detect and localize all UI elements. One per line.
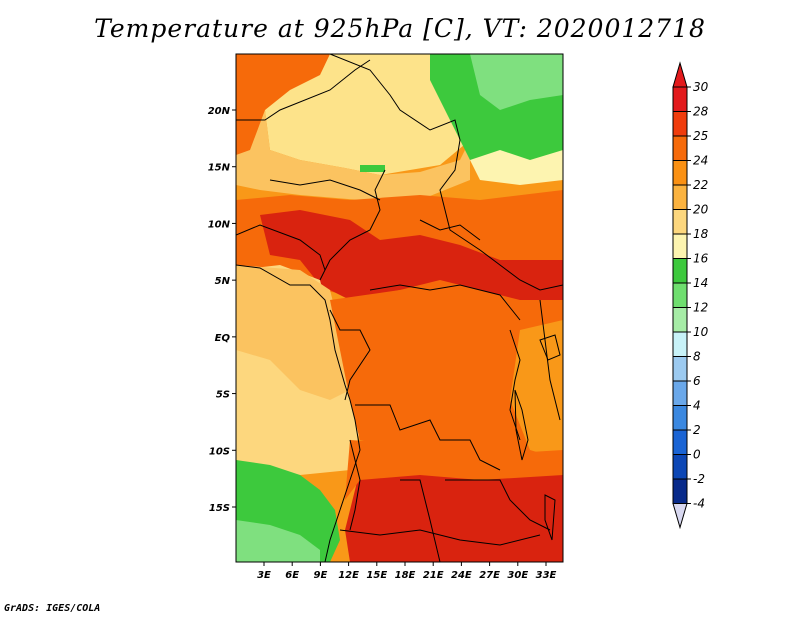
footer-credit: GrADS: IGES/COLA	[4, 603, 101, 614]
colorbar-label: 20	[693, 203, 709, 217]
colorbar-swatch	[672, 184, 688, 210]
colorbar-swatch	[672, 478, 688, 504]
colorbar-label: 4	[693, 399, 701, 413]
hottest-central-band	[260, 210, 563, 305]
lon-label: 33E	[536, 570, 557, 581]
lat-label: 5N	[215, 276, 231, 287]
colorbar-swatch	[672, 209, 688, 235]
colorbar-label: 10	[693, 325, 709, 339]
congo-orange	[330, 285, 563, 480]
orange-south-edge	[345, 440, 563, 500]
light-green-southwest	[236, 520, 320, 562]
longitude-axis: 3E 6E 9E 12E 15E 18E 21E 24E 27E 30E 33E	[257, 562, 557, 581]
colorbar-swatch	[672, 307, 688, 333]
colorbar-label: 22	[693, 178, 708, 192]
light-orange-west	[236, 265, 350, 400]
lat-label: EQ	[215, 333, 231, 344]
lat-label: 15S	[209, 503, 230, 514]
colorbar-swatch	[672, 160, 688, 186]
colorbar-swatch	[672, 405, 688, 431]
lake-malawi	[544, 494, 556, 541]
hot-south-region	[345, 465, 563, 562]
lat-label: 5S	[216, 390, 230, 401]
colorbar-swatch	[672, 135, 688, 161]
lon-label: 6E	[285, 570, 299, 581]
pale-northeast-edge	[470, 150, 563, 185]
colorbar-label: 0	[693, 448, 701, 462]
green-patch-small	[360, 165, 385, 172]
colorbar-swatch	[672, 331, 688, 357]
lat-label: 10N	[208, 219, 231, 230]
colorbar-label: -4	[693, 497, 705, 511]
colorbar-swatch	[672, 86, 688, 112]
colorbar-label: -2	[693, 472, 705, 486]
light-orange-north-region	[236, 54, 470, 200]
colorbar-label: 14	[693, 276, 708, 290]
colorbar-swatch	[672, 282, 688, 308]
colorbar-label: 18	[693, 227, 709, 241]
lake-victoria	[539, 334, 561, 361]
lon-label: 15E	[366, 570, 387, 581]
pale-north-region	[265, 54, 470, 175]
orange-northwest-region	[236, 54, 330, 155]
colorbar-swatch	[672, 233, 688, 259]
lon-label: 3E	[257, 570, 271, 581]
colorbar-top-arrow	[672, 61, 688, 88]
lat-label: 15N	[208, 163, 231, 174]
congo-orange-light	[510, 320, 563, 460]
lon-label: 21E	[423, 570, 444, 581]
colorbar-swatch	[672, 356, 688, 382]
country-borders	[236, 54, 563, 562]
colorbar-label: 24	[693, 154, 708, 168]
colorbar-swatch	[672, 380, 688, 406]
colorbar-label: 28	[693, 105, 709, 119]
lon-label: 24E	[451, 570, 472, 581]
lon-label: 9E	[314, 570, 328, 581]
lon-label: 12E	[338, 570, 359, 581]
colorbar-label: 16	[693, 252, 709, 266]
colorbar-label: 2	[693, 423, 701, 437]
lon-label: 30E	[507, 570, 528, 581]
temperature-field	[236, 54, 563, 562]
colorbar-swatch	[672, 454, 688, 480]
lat-label: 10S	[209, 446, 230, 457]
lake-tanganyika	[514, 389, 529, 461]
colorbar-label: 25	[693, 129, 708, 143]
colorbar-label: 12	[693, 301, 708, 315]
colorbar-label: 30	[693, 80, 709, 94]
lon-label: 27E	[479, 570, 500, 581]
west-coastline	[236, 264, 361, 562]
colorbar-label: 6	[693, 374, 701, 388]
light-green-northeast-region	[470, 54, 563, 110]
colorbar-swatch	[672, 429, 688, 455]
colorbar-label: 8	[693, 350, 701, 364]
colorbar-swatch	[672, 258, 688, 284]
lat-label: 20N	[208, 106, 231, 117]
colorbar-swatch	[672, 111, 688, 137]
map-frame	[235, 53, 564, 563]
map-title: Temperature at 925hPa [C], VT: 202001271…	[94, 14, 706, 43]
colorbar-bottom-arrow	[672, 503, 688, 530]
latitude-axis: 20N 15N 10N 5N EQ 5S 10S 15S	[208, 106, 236, 514]
lon-label: 18E	[395, 570, 416, 581]
